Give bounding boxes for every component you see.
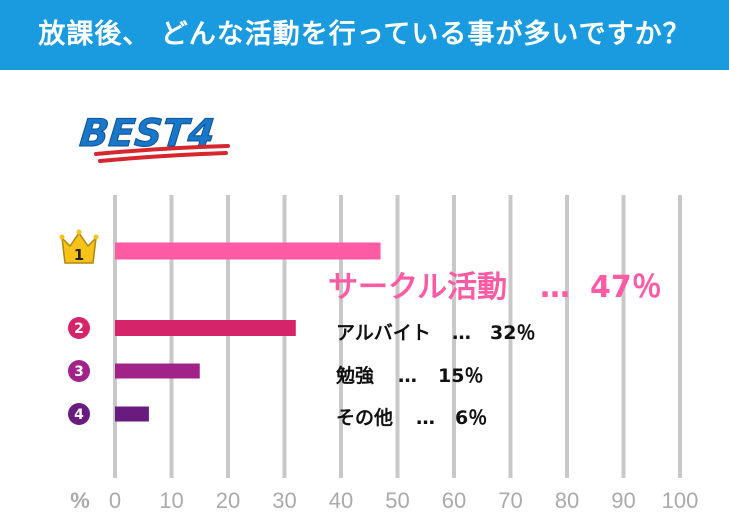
bar-separator: … <box>398 365 417 387</box>
rank-number: 2 <box>74 321 84 337</box>
bar-value-label: 32％ <box>490 322 535 344</box>
chart-title: 放課後、 どんな活動を行っている事が多いですか？ <box>38 19 691 50</box>
bar <box>115 406 149 422</box>
bar-category-label: アルバイト <box>336 322 431 344</box>
x-tick-label: 100 <box>662 488 699 513</box>
bar-separator: … <box>452 322 471 344</box>
x-tick-label: 70 <box>498 488 522 513</box>
bar-separator: … <box>540 270 570 305</box>
rank-number: 3 <box>74 364 84 380</box>
x-axis-ticks: 0 10 20 30 40 50 60 70 80 90 100% <box>70 488 698 513</box>
bar-category-label: サークル活動 <box>328 270 507 305</box>
x-tick-label: 0 <box>109 488 121 513</box>
rank-icons: 1 2 3 4 <box>59 229 99 425</box>
bar-separator: … <box>416 407 435 429</box>
bars <box>115 242 381 422</box>
x-tick-label: 50 <box>385 488 409 513</box>
grid-lines <box>113 195 682 478</box>
rank-circle-icon: 3 <box>68 360 90 382</box>
rank-circle-icon: 2 <box>68 317 90 339</box>
bar-labels: サークル活動… 47％アルバイト… 32％勉強… 15％その他… 6％ <box>328 270 662 429</box>
bar-value-label: 15％ <box>438 365 483 387</box>
x-tick-label: 90 <box>611 488 635 513</box>
x-axis-unit-label: % <box>70 488 90 513</box>
x-tick-label: 60 <box>442 488 466 513</box>
rank-number: 1 <box>74 246 84 264</box>
rank-number: 4 <box>74 407 84 423</box>
best4-badge: BEST4 <box>77 111 230 163</box>
x-tick-label: 80 <box>555 488 579 513</box>
bar <box>115 242 381 260</box>
bar <box>115 320 296 336</box>
bar-value-label: 6％ <box>455 407 487 429</box>
rank-circle-icon: 4 <box>68 403 90 425</box>
bar-category-label: その他 <box>336 406 393 429</box>
x-tick-label: 30 <box>272 488 296 513</box>
crown-icon: 1 <box>59 229 99 264</box>
x-tick-label: 10 <box>159 488 183 513</box>
x-tick-label: 20 <box>216 488 240 513</box>
bar-category-label: 勉強 <box>335 364 374 387</box>
title-bar <box>0 0 729 70</box>
bar-value-label: 47％ <box>590 270 662 305</box>
best4-underline <box>94 144 230 163</box>
bar <box>115 363 200 379</box>
x-tick-label: 40 <box>329 488 353 513</box>
